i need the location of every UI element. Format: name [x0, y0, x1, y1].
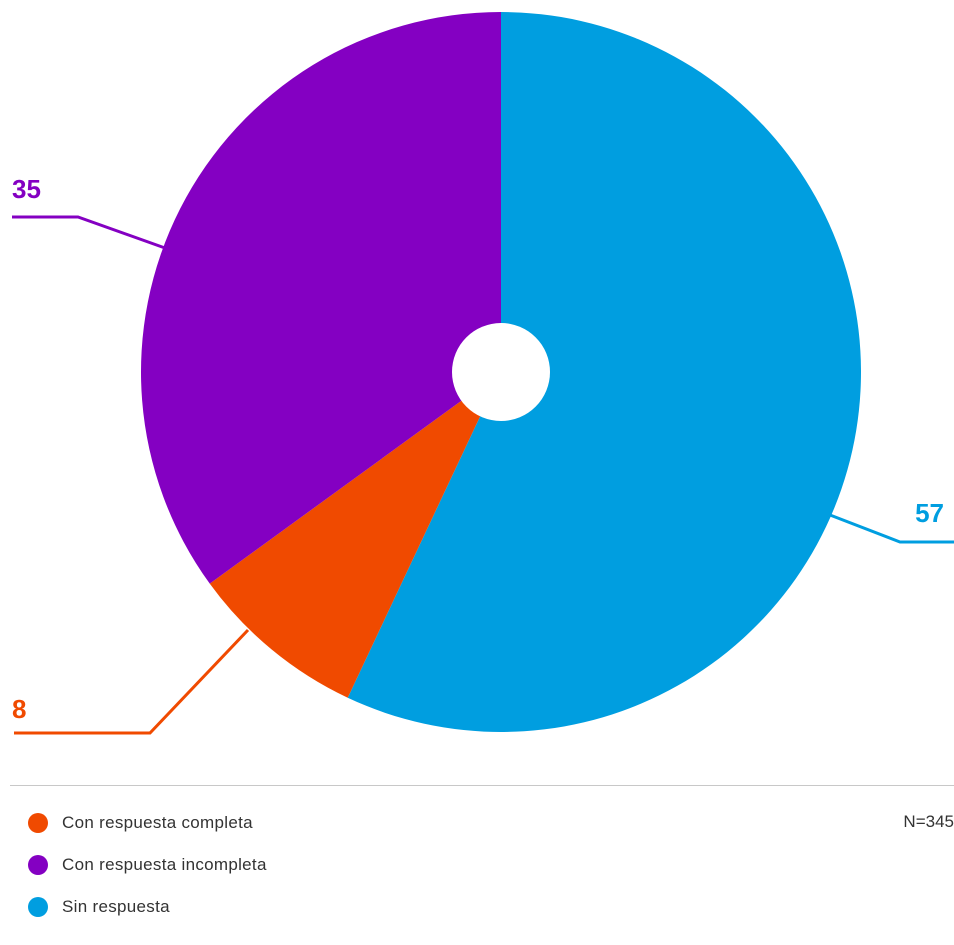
legend-swatch	[28, 813, 48, 833]
legend-divider	[10, 785, 954, 786]
leader-line-sin-respuesta	[829, 513, 954, 544]
pie-slice-con-respuesta-completa	[209, 372, 501, 698]
pie-center-hole	[452, 323, 550, 421]
data-label-con-respuesta-incompleta: 35	[12, 174, 41, 204]
legend-label: Sin respuesta	[62, 897, 170, 916]
data-labels: 8 35 57	[12, 174, 944, 724]
pie-slice-sin-respuesta	[347, 12, 861, 732]
legend-item-con-respuesta-incompleta: Con respuesta incompleta	[28, 844, 267, 886]
legend-item-sin-respuesta: Sin respuesta	[28, 886, 267, 928]
legend-item-con-respuesta-completa: Con respuesta completa	[28, 802, 267, 844]
legend-label: Con respuesta incompleta	[62, 855, 267, 874]
legend-swatch	[28, 855, 48, 875]
legend: Con respuesta completa Con respuesta inco…	[28, 802, 267, 928]
data-label-sin-respuesta: 57	[915, 498, 944, 528]
leader-line-con-respuesta-completa	[14, 628, 250, 735]
pie-chart: 8 35 57	[12, 12, 954, 735]
legend-label: Con respuesta completa	[62, 813, 253, 832]
data-label-con-respuesta-completa: 8	[12, 694, 26, 724]
leader-lines	[12, 215, 954, 735]
pie-slices	[140, 12, 861, 732]
sample-size-note: N=345	[903, 812, 954, 831]
legend-swatch	[28, 897, 48, 917]
leader-line-con-respuesta-incompleta	[12, 215, 166, 250]
pie-slice-con-respuesta-incompleta	[140, 12, 501, 584]
